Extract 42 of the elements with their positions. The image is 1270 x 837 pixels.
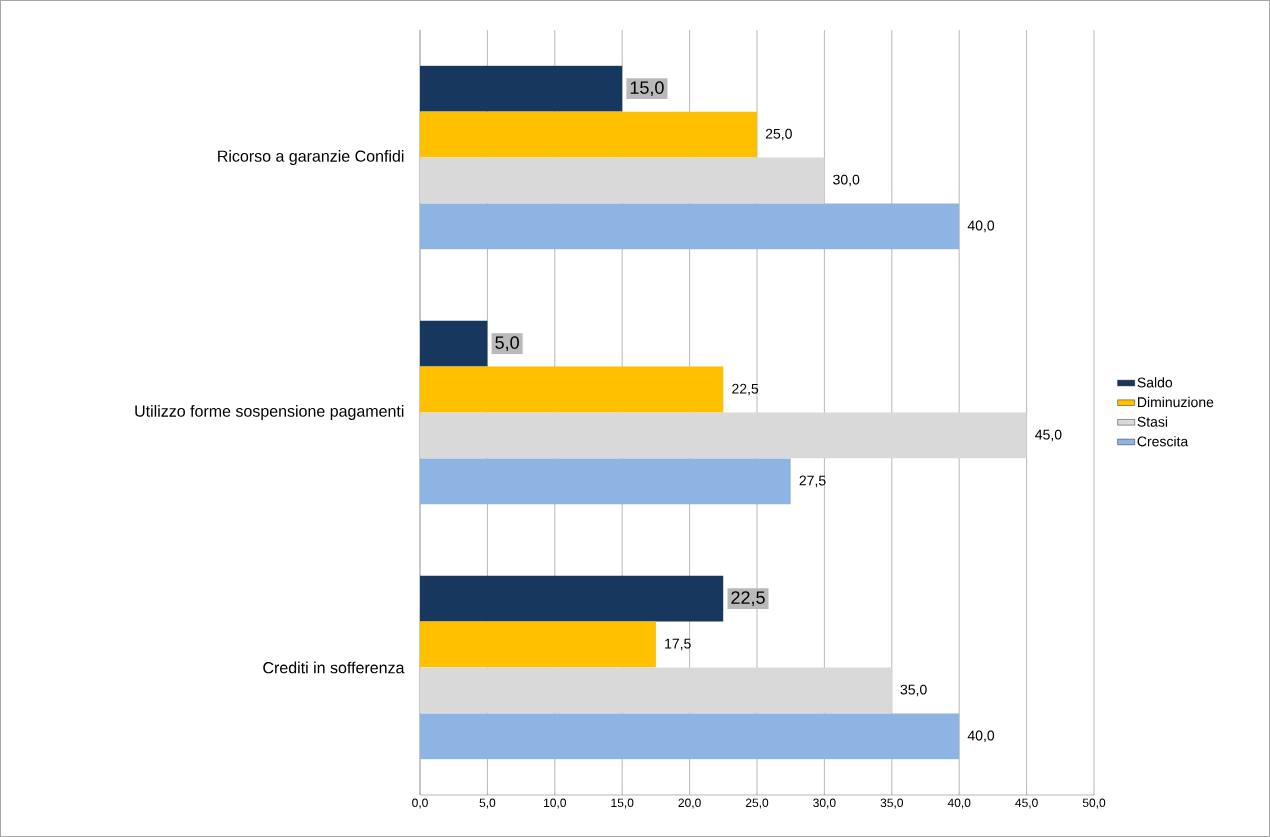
data-label: 25,0 — [765, 128, 792, 141]
x-tick-label: 50,0 — [1082, 798, 1106, 809]
x-tick-label: 45,0 — [1015, 798, 1038, 809]
bar — [420, 575, 724, 622]
bar — [420, 458, 791, 505]
bar — [420, 621, 656, 668]
data-label: 5,0 — [495, 336, 519, 352]
data-label: 22,5 — [732, 383, 759, 396]
bar — [420, 320, 488, 367]
x-tick-label: 0,0 — [412, 798, 428, 809]
x-tick-label: 10,0 — [544, 798, 567, 809]
data-label: 30,0 — [833, 174, 860, 187]
y-tick-label: Crediti in sofferenza — [263, 661, 405, 674]
bar — [420, 203, 960, 250]
data-label: 15,0 — [630, 81, 664, 97]
x-tick-label: 20,0 — [678, 798, 701, 809]
data-label: 45,0 — [1035, 429, 1062, 442]
bar — [420, 667, 892, 714]
y-tick-label: Ricorso a garanzie Confidi — [218, 150, 404, 165]
data-label: 22,5 — [731, 591, 765, 607]
x-tick-label: 30,0 — [813, 798, 836, 809]
bar — [420, 157, 825, 204]
data-label: 27,5 — [799, 475, 826, 488]
legend-label: Saldo — [1137, 377, 1173, 388]
legend-label: Stasi — [1137, 416, 1168, 427]
data-label: 40,0 — [967, 220, 995, 233]
legend-label: Diminuzione — [1138, 396, 1214, 408]
bar — [420, 412, 1027, 459]
x-tick-label: 40,0 — [947, 798, 971, 809]
legend-label: Crescita — [1137, 436, 1189, 447]
bar — [420, 366, 724, 413]
data-label: 40,0 — [967, 730, 995, 743]
bar — [420, 111, 757, 158]
data-label: 35,0 — [900, 684, 927, 697]
bar — [420, 713, 960, 760]
x-tick-label: 5,0 — [479, 798, 496, 809]
x-tick-label: 25,0 — [745, 798, 769, 809]
y-tick-label: Utilizzo forme sospensione pagamenti — [135, 405, 404, 420]
x-tick-label: 15,0 — [611, 798, 634, 809]
bar — [420, 65, 623, 112]
x-tick-label: 35,0 — [880, 798, 904, 809]
data-label: 17,5 — [665, 638, 691, 651]
